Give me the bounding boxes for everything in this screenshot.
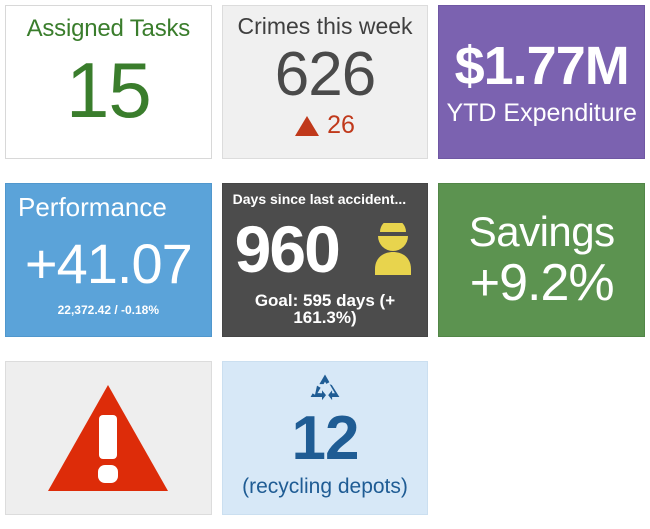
assigned-tasks-title: Assigned Tasks [26, 15, 191, 42]
tile-days-since-last-accident[interactable]: Days since last accident... 960 Goal: 59… [221, 183, 429, 337]
performance-title: Performance [18, 192, 167, 222]
recycling-icon [310, 374, 340, 401]
tile-performance[interactable]: Performance +41.07 22,372.42 / -0.18% [5, 183, 212, 337]
warning-triangle-icon [48, 385, 169, 491]
savings-value: +9.2% [469, 254, 615, 312]
accident-value: 960 [234, 212, 341, 286]
savings-title: Savings [468, 208, 615, 255]
crimes-delta: 26 [295, 113, 355, 138]
accident-title: Days since last accident... [232, 191, 407, 207]
tile-recycling-depots[interactable]: 12 (recycling depots) [221, 361, 429, 515]
performance-caption: 22,372.42 / -0.18% [57, 303, 160, 317]
assigned-tasks-value: 15 [65, 46, 152, 134]
tile-alert[interactable] [5, 361, 212, 515]
ytd-expenditure-caption: YTD Expenditure [446, 98, 637, 127]
crimes-title: Crimes this week [237, 13, 413, 39]
accident-value-row: 960 [233, 206, 418, 292]
crimes-delta-value: 26 [327, 111, 355, 139]
tile-crimes-this-week[interactable]: Crimes this week 626 26 [221, 5, 429, 159]
tile-row-2: Performance +41.07 22,372.42 / -0.18% Da… [5, 183, 645, 337]
recycling-caption: (recycling depots) [242, 475, 408, 498]
tile-ytd-expenditure[interactable]: $1.77M YTD Expenditure [438, 5, 646, 159]
tile-savings[interactable]: Savings +9.2% [438, 183, 645, 337]
recycling-value: 12 [291, 404, 360, 473]
performance-value: +41.07 [24, 232, 193, 295]
triangle-up-icon [295, 115, 320, 136]
ytd-expenditure-value: $1.77M [454, 35, 630, 96]
crimes-value: 626 [274, 40, 376, 109]
accident-caption: Goal: 595 days (+ 161.3%) [254, 291, 396, 327]
tile-assigned-tasks[interactable]: Assigned Tasks 15 [5, 5, 212, 159]
tile-row-3: 12 (recycling depots) [5, 361, 645, 515]
tile-row-1: Assigned Tasks 15 Crimes this week 626 2… [5, 5, 646, 159]
hard-hat-worker-icon [375, 223, 412, 275]
